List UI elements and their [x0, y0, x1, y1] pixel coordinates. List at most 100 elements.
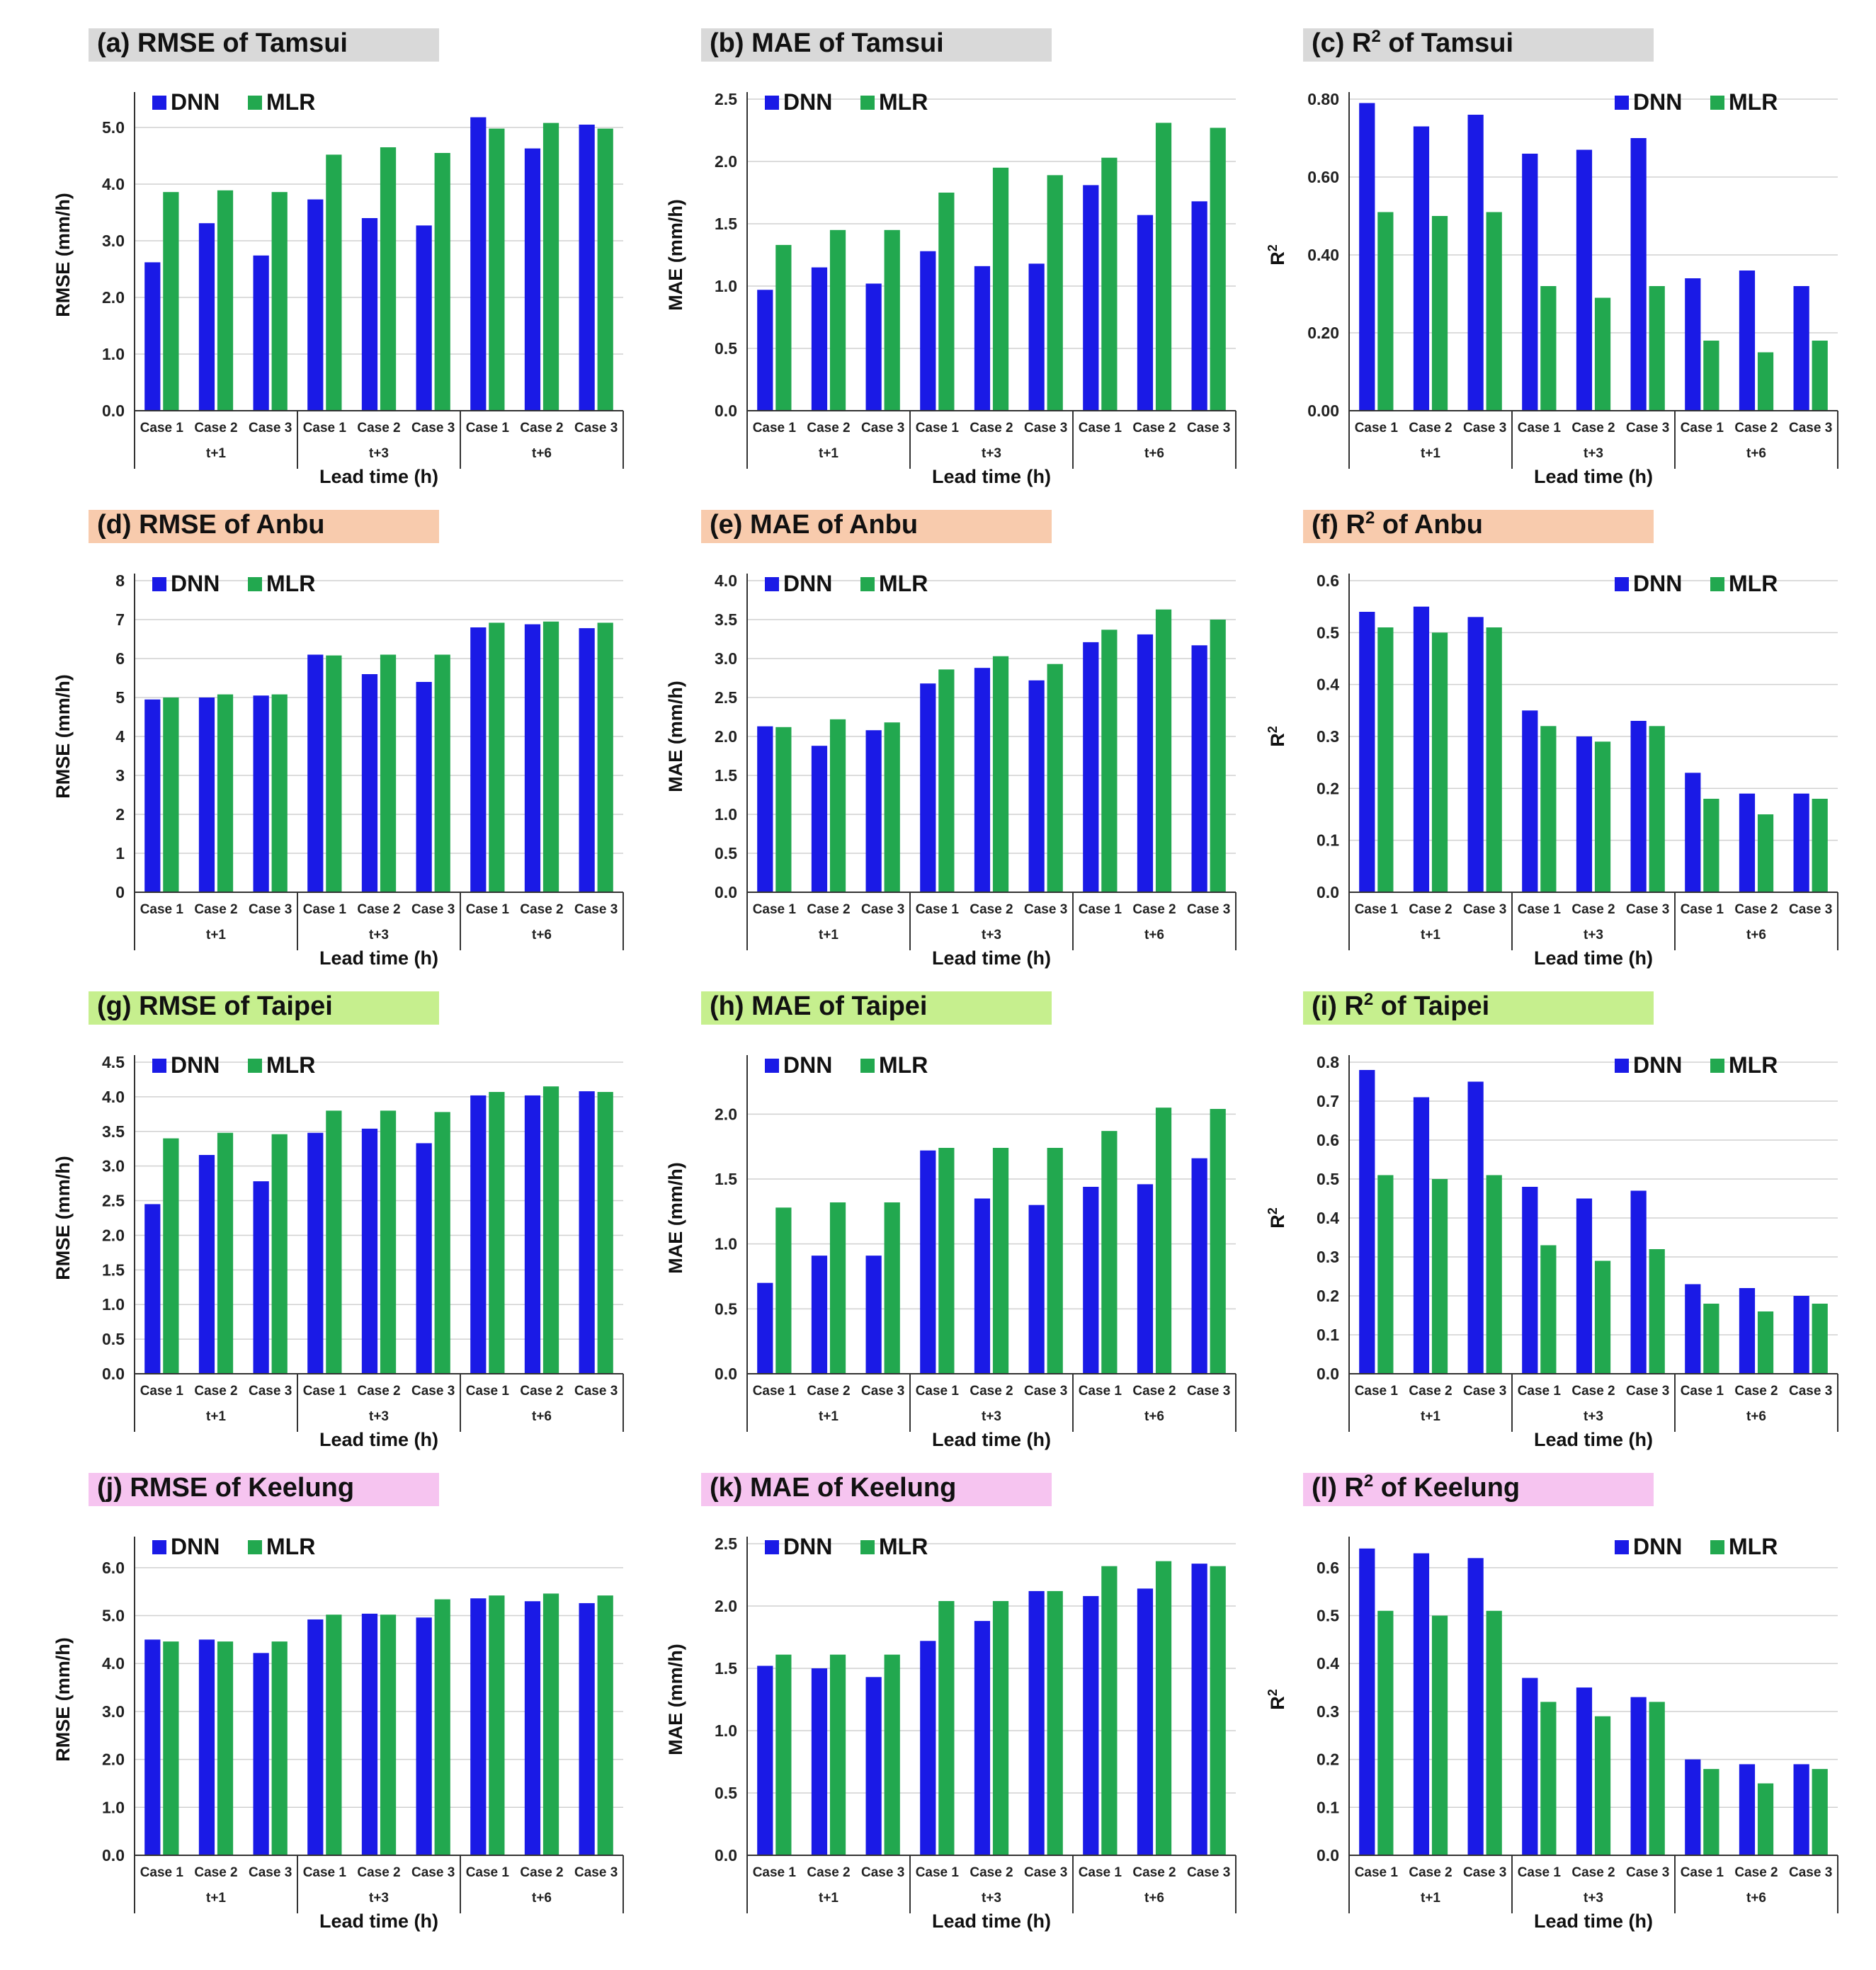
legend-label-mlr: MLR	[879, 1534, 928, 1559]
y-tick-label: 0.40	[1307, 246, 1339, 264]
x-tick-label: Case 3	[1626, 902, 1669, 917]
chart-panel-d: (d) RMSE of Anbu 0 1 2 3 4 5 6 7 8 Case 1 Case 2 Cas…	[52, 510, 624, 969]
bar-mlr	[1649, 726, 1665, 892]
x-tick-label: Case 1	[1518, 902, 1562, 917]
bar-dnn	[865, 1677, 882, 1855]
bar-dnn	[524, 1601, 541, 1855]
legend-swatch-mlr	[1710, 577, 1724, 591]
bar-dnn	[579, 628, 595, 892]
bar-dnn	[416, 225, 432, 411]
bar-dnn	[1413, 126, 1430, 411]
x-tick-label: Case 3	[249, 902, 292, 917]
legend-swatch-dnn	[765, 1540, 779, 1554]
bar-dnn	[1083, 1595, 1099, 1855]
y-tick-label: 0	[115, 883, 125, 901]
x-tick-label: Case 2	[1734, 902, 1778, 917]
bar-mlr	[884, 1654, 900, 1855]
bar-dnn	[579, 1091, 595, 1374]
chart-panel-j: (j) RMSE of Keelung 0.0 1.0 2.0 3.0 4.0 5.0 6.0…	[52, 1473, 624, 1932]
x-tick-label: Case 2	[357, 1865, 400, 1880]
legend-label-mlr: MLR	[879, 1052, 928, 1078]
x-tick-label: Case 2	[807, 902, 850, 917]
title-band	[89, 510, 439, 543]
chart-title-rest: of Anbu	[1375, 510, 1483, 540]
bar-mlr	[1155, 123, 1172, 411]
bar-mlr	[1649, 286, 1665, 411]
y-tick-label: 0.6	[1317, 1559, 1339, 1577]
bar-dnn	[757, 1282, 773, 1374]
x-tick-label: Case 3	[411, 421, 455, 435]
bar-dnn	[1359, 103, 1375, 411]
y-tick-label: 1.0	[715, 1235, 737, 1253]
legend-label-dnn: DNN	[1633, 1052, 1682, 1078]
group-label: t+3	[982, 1891, 1001, 1906]
legend-label-mlr: MLR	[1729, 89, 1778, 115]
group-label: t+6	[1144, 1891, 1164, 1906]
legend-swatch-mlr	[860, 96, 875, 110]
group-label: t+6	[1746, 446, 1766, 461]
bar-dnn	[920, 251, 936, 411]
bar-dnn	[144, 262, 161, 411]
bar-mlr	[884, 1202, 900, 1374]
chart-title: (b) MAE of Tamsui	[710, 28, 944, 58]
group-label: t+6	[1144, 928, 1164, 943]
chart-title: (e) MAE of Anbu	[710, 510, 918, 540]
bar-mlr	[434, 153, 450, 411]
x-axis-label: Lead time (h)	[932, 947, 1051, 969]
legend-label-dnn: DNN	[171, 89, 220, 115]
x-tick-label: Case 3	[574, 421, 618, 435]
x-tick-label: Case 3	[411, 1865, 455, 1880]
bar-mlr	[1377, 1175, 1394, 1374]
bar-mlr	[542, 621, 559, 892]
x-tick-label: Case 2	[1734, 1865, 1778, 1880]
bar-mlr	[217, 1132, 234, 1374]
bar-mlr	[1486, 627, 1502, 892]
bar-dnn	[865, 730, 882, 892]
x-tick-label: Case 3	[1024, 1865, 1067, 1880]
bar-dnn	[1576, 1198, 1593, 1374]
x-tick-label: Case 1	[753, 1384, 797, 1399]
legend-label-dnn: DNN	[783, 571, 832, 596]
bar-dnn	[1028, 1205, 1045, 1374]
y-axis-label-text: MAE (mm/h)	[665, 1644, 686, 1755]
group-label: t+1	[819, 928, 838, 943]
y-axis-label: RMSE (mm/h)	[52, 193, 74, 317]
x-tick-label: Case 2	[1132, 902, 1176, 917]
bar-mlr	[1703, 1769, 1719, 1855]
bar-dnn	[1191, 645, 1207, 892]
title-band	[1303, 991, 1654, 1025]
x-tick-label: Case 2	[970, 1384, 1013, 1399]
y-axis-label: MAE (mm/h)	[665, 199, 686, 311]
x-tick-label: Case 1	[1079, 1384, 1122, 1399]
x-tick-label: Case 2	[194, 421, 237, 435]
bar-mlr	[326, 1615, 342, 1855]
bar-dnn	[1083, 1187, 1099, 1374]
x-tick-label: Case 2	[1571, 902, 1615, 917]
bar-dnn	[416, 1143, 432, 1374]
bar-mlr	[829, 1202, 846, 1374]
bar-dnn	[1630, 138, 1647, 411]
x-tick-label: Case 2	[194, 1384, 237, 1399]
title-band	[701, 510, 1052, 543]
x-tick-label: Case 1	[1518, 1865, 1562, 1880]
x-axis-label: Lead time (h)	[932, 466, 1051, 487]
x-tick-label: Case 2	[1571, 421, 1615, 435]
bar-mlr	[1757, 814, 1774, 892]
bar-mlr	[992, 1600, 1009, 1855]
x-tick-label: Case 3	[1626, 421, 1669, 435]
chart-title-text: (e) MAE of Anbu	[710, 510, 918, 540]
y-tick-label: 3.5	[715, 610, 737, 629]
bar-dnn	[361, 674, 378, 892]
bar-dnn	[1522, 1678, 1538, 1855]
x-tick-label: Case 1	[140, 1865, 184, 1880]
x-tick-label: Case 3	[249, 1384, 292, 1399]
x-tick-label: Case 3	[1463, 1865, 1506, 1880]
chart-title: (l) R2 of Keelung	[1312, 1473, 1520, 1503]
legend-label-dnn: DNN	[783, 1052, 832, 1078]
title-band	[1303, 510, 1654, 543]
x-tick-label: Case 2	[1734, 421, 1778, 435]
y-tick-label: 4.5	[102, 1053, 125, 1071]
y-axis-label-text: MAE (mm/h)	[665, 199, 686, 311]
bar-mlr	[992, 167, 1009, 411]
